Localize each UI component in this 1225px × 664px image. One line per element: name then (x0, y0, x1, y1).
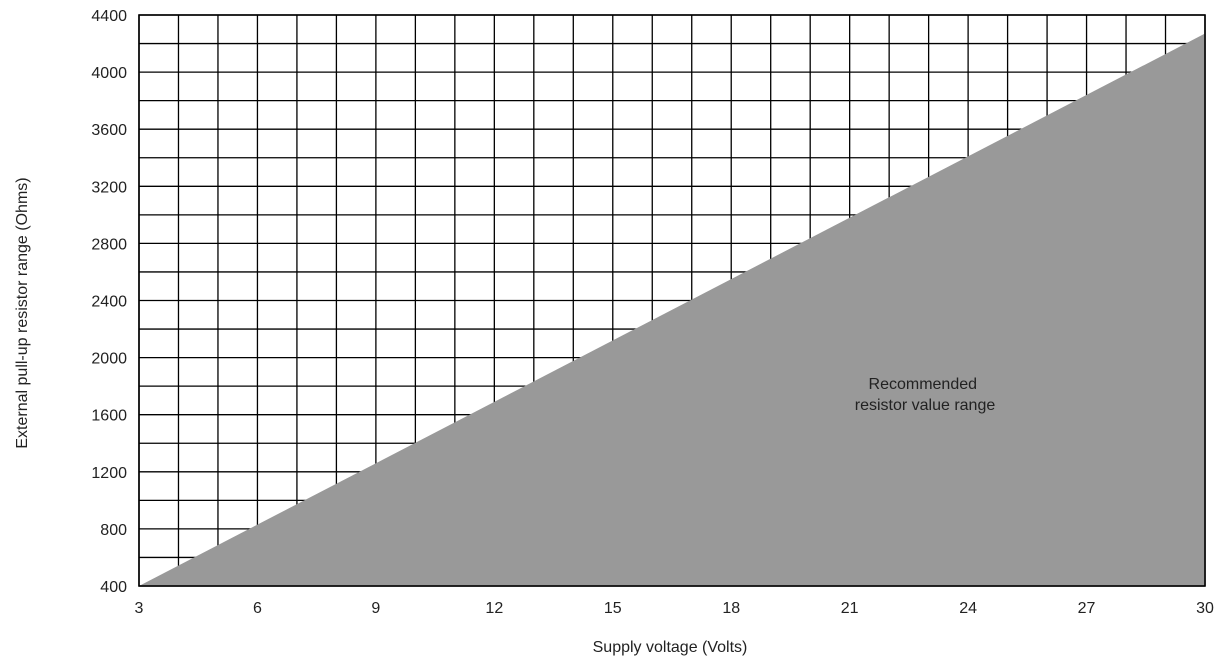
x-axis-title: Supply voltage (Volts) (593, 639, 748, 656)
region-label-line-1: Recommended (869, 376, 978, 393)
y-tick-label: 3200 (91, 179, 127, 196)
x-tick-label: 15 (604, 600, 622, 617)
x-tick-label: 12 (485, 600, 503, 617)
y-tick-labels: 400 800 1200 1600 2000 2400 2800 3200 3600 4000 44… (91, 8, 127, 596)
y-tick-label: 400 (100, 579, 127, 596)
y-tick-label: 3600 (91, 122, 127, 139)
x-tick-label: 21 (841, 600, 859, 617)
region-label-line-2: resistor value range (855, 397, 996, 414)
y-tick-label: 1600 (91, 408, 127, 425)
recommended-region-area (139, 33, 1205, 587)
y-tick-label: 4000 (91, 65, 127, 82)
y-tick-label: 2000 (91, 351, 127, 368)
y-tick-label: 800 (100, 522, 127, 539)
x-tick-label: 27 (1078, 600, 1096, 617)
plot-frame (138, 14, 1206, 587)
y-tick-label: 1200 (91, 465, 127, 482)
x-tick-label: 24 (959, 600, 977, 617)
y-tick-label: 2400 (91, 294, 127, 311)
y-tick-label: 2800 (91, 236, 127, 253)
x-tick-label: 3 (135, 600, 144, 617)
plot-border (138, 14, 1206, 587)
y-tick-label: 4400 (91, 8, 127, 25)
x-tick-label: 6 (253, 600, 262, 617)
plot-area-layer (139, 33, 1205, 587)
x-tick-label: 30 (1196, 600, 1214, 617)
x-tick-labels: 3 6 9 12 15 18 21 24 27 30 (135, 600, 1214, 617)
x-tick-label: 18 (722, 600, 740, 617)
y-axis-title: External pull-up resistor range (Ohms) (14, 177, 31, 448)
region-label: Recommended resistor value range (855, 376, 996, 414)
x-tick-label: 9 (371, 600, 380, 617)
